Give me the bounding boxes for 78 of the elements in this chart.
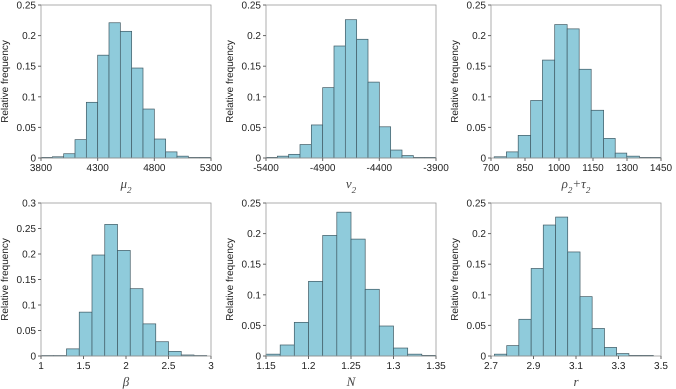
x-tick-label: 1.15 [256,361,276,372]
x-axis-title: ν$_{2}$ [346,176,357,195]
y-tick-label: 0.25 [16,0,36,12]
y-tick-label: 0.1 [472,92,486,104]
y-tick-label: 0 [255,154,262,164]
x-tick-label: 1450 [650,163,673,174]
y-tick-label: 0 [480,154,486,164]
y-tick-label: 0.3 [22,198,36,210]
y-axis-title: Relative frequency [450,238,461,321]
x-axis-title: ρ$_{2}$+τ$_{2}$ [560,176,591,195]
y-tick-label: 0 [480,352,486,362]
x-tick-label: 5300 [200,163,223,174]
x-axis-title: N [346,374,357,389]
x-tick-label: 2 [123,361,130,372]
y-tick-label: 0 [30,352,36,362]
x-tick-label: -4400 [366,163,393,174]
y-axis-title: Relative frequency [0,40,11,123]
y-tick-label: 0.1 [22,92,36,104]
y-tick-label: 0.15 [466,260,486,271]
y-tick-label: 0.15 [242,62,262,73]
y-tick-label: 0.15 [16,62,36,73]
x-axis-title: β [122,374,130,389]
x-tick-label: 3 [208,361,214,372]
y-tick-label: 0.25 [466,0,486,12]
y-tick-label: 0 [255,352,262,362]
y-tick-label: 0.05 [466,320,486,332]
y-tick-label: 0.2 [247,31,262,42]
y-tick-label: 0.2 [472,31,486,42]
y-tick-label: 0.05 [466,122,486,134]
y-tick-label: 0.15 [16,275,36,286]
x-tick-label: 1.5 [76,361,91,372]
x-tick-label: 1 [38,361,44,372]
x-tick-label: 2.9 [526,361,541,372]
x-axis-title: μ$_{2}$ [119,176,132,195]
y-tick-label: 0.1 [247,92,262,104]
x-tick-label: 2.7 [484,361,498,372]
x-tick-label: -5400 [253,163,280,174]
x-axis-title: r [573,374,580,389]
y-tick-label: 0.1 [22,300,36,312]
y-tick-label: 0.25 [242,198,262,210]
y-axis-title: Relative frequency [450,40,461,123]
y-tick-label: 0 [30,154,36,164]
y-tick-label: 0.15 [466,62,486,73]
x-tick-label: 1150 [582,163,604,174]
y-axis-title: Relative frequency [225,238,236,321]
y-tick-label: 0.2 [247,229,262,240]
y-tick-label: 0.05 [16,326,36,337]
y-tick-label: 0.25 [242,0,262,12]
x-tick-label: 3.1 [569,361,584,372]
y-tick-label: 0.25 [466,198,486,210]
x-tick-label: 1.25 [341,361,362,372]
x-tick-label: 3.5 [654,361,668,372]
y-tick-label: 0.05 [16,122,36,134]
x-tick-label: -4900 [310,163,336,174]
x-tick-label: 4300 [86,163,110,174]
x-tick-label: 1.35 [426,361,446,372]
y-tick-label: 0.2 [22,250,36,260]
y-axis-title: Relative frequency [0,238,11,321]
y-tick-label: 0.2 [472,229,486,240]
y-tick-label: 0.05 [242,320,262,332]
y-tick-label: 0.1 [247,290,262,302]
y-axis-title: Relative frequency [225,40,236,123]
y-tick-label: 0.05 [242,122,262,134]
x-tick-label: 1300 [616,163,639,174]
x-tick-label: 4800 [143,163,166,174]
y-tick-label: 0.15 [242,260,262,271]
x-tick-label: 1.3 [386,361,401,372]
x-tick-label: 700 [482,163,500,174]
y-tick-label: 0.25 [16,224,36,235]
x-tick-label: 1.2 [302,361,316,372]
x-tick-label: 3.3 [612,361,626,372]
x-tick-label: 850 [516,163,534,174]
y-tick-label: 0.2 [22,31,36,42]
x-tick-label: 3800 [30,163,53,174]
x-tick-label: 2.5 [162,361,176,372]
x-tick-label: -3900 [423,163,450,174]
y-tick-label: 0.1 [472,290,486,302]
x-tick-label: 1000 [548,163,571,174]
